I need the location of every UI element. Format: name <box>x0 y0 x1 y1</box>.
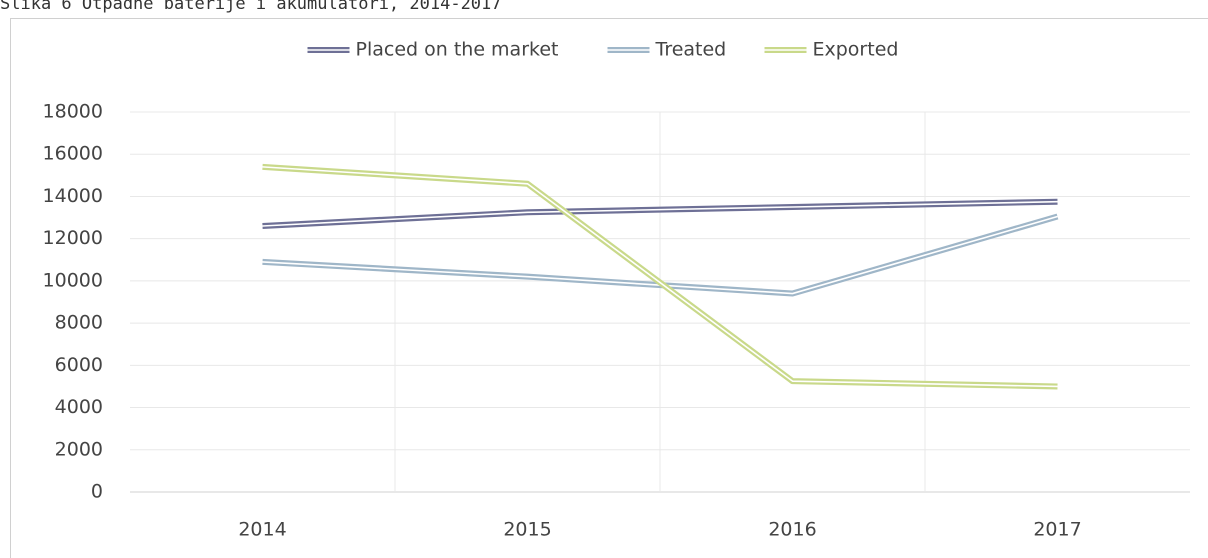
y-tick-label: 2000 <box>55 438 103 460</box>
legend-label: Placed on the market <box>356 39 559 61</box>
x-tick-label: 2014 <box>238 519 286 541</box>
y-tick-label: 4000 <box>55 396 103 418</box>
y-tick-label: 0 <box>91 481 103 503</box>
y-tick-label: 6000 <box>55 354 103 376</box>
x-tick-label: 2017 <box>1033 519 1081 541</box>
y-tick-label: 12000 <box>43 227 103 249</box>
y-tick-label: 10000 <box>43 269 103 291</box>
x-tick-label: 2015 <box>503 519 551 541</box>
chart-border <box>10 18 1208 558</box>
caption: Slika 6 Otpadne baterije i akumulatori, … <box>0 0 502 14</box>
x-tick-label: 2016 <box>768 519 816 541</box>
series-line-gap <box>262 166 1058 388</box>
series-line-gap <box>262 200 1058 227</box>
y-tick-label: 14000 <box>43 185 103 207</box>
legend-label: Exported <box>813 39 899 61</box>
y-tick-label: 8000 <box>55 312 103 334</box>
y-tick-label: 18000 <box>43 101 103 123</box>
legend-label: Treated <box>655 39 727 61</box>
y-tick-label: 16000 <box>43 143 103 165</box>
